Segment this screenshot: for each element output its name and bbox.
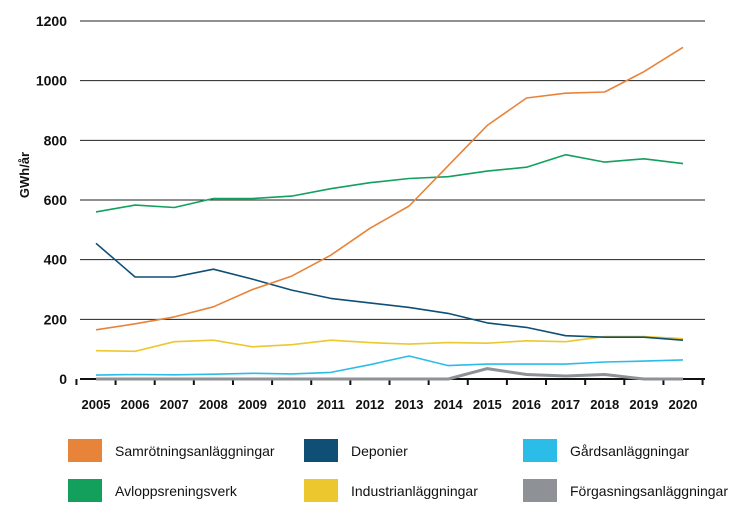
y-tick-label: 0	[59, 371, 67, 387]
y-tick-label: 400	[44, 252, 68, 268]
x-tick-label: 2005	[82, 397, 111, 412]
series-line-0	[95, 46, 684, 331]
series-lines	[95, 46, 684, 381]
x-tick-label: 2018	[590, 397, 619, 412]
y-tick-label: 1200	[36, 13, 67, 29]
y-axis-label: GWh/år	[17, 152, 32, 198]
y-tick-label: 200	[44, 311, 68, 327]
series-line-4	[95, 335, 684, 353]
y-tick-label: 1000	[36, 73, 67, 89]
x-tick-label: 2006	[121, 397, 150, 412]
x-tick-label: 2013	[395, 397, 424, 412]
x-tick-label: 2009	[238, 397, 267, 412]
y-tick-label: 600	[44, 192, 68, 208]
x-tick-label: 2015	[473, 397, 502, 412]
y-tick-label: 800	[44, 132, 68, 148]
x-tick-label: 2016	[512, 397, 541, 412]
x-tick-label: 2012	[355, 397, 384, 412]
x-tick-label: 2019	[629, 397, 658, 412]
series-line-3	[95, 153, 684, 213]
x-tick-label: 2017	[551, 397, 580, 412]
x-tick-label: 2020	[669, 397, 698, 412]
x-tick-labels: 2005 2006 2007 2008 2009 2010 2011 2012 2013 2014…	[82, 397, 698, 412]
series-line-2	[95, 355, 684, 376]
series-line-5	[96, 367, 683, 381]
grid-lines	[80, 20, 705, 320]
x-tick-label: 2014	[434, 397, 464, 412]
series-line-1	[95, 242, 684, 341]
x-tick-label: 2010	[277, 397, 306, 412]
x-tick-label: 2007	[160, 397, 189, 412]
y-tick-labels: 0 200 400 600 800 1000 1200	[36, 13, 67, 387]
x-tick-label: 2011	[317, 397, 345, 412]
x-tick-label: 2008	[199, 397, 228, 412]
